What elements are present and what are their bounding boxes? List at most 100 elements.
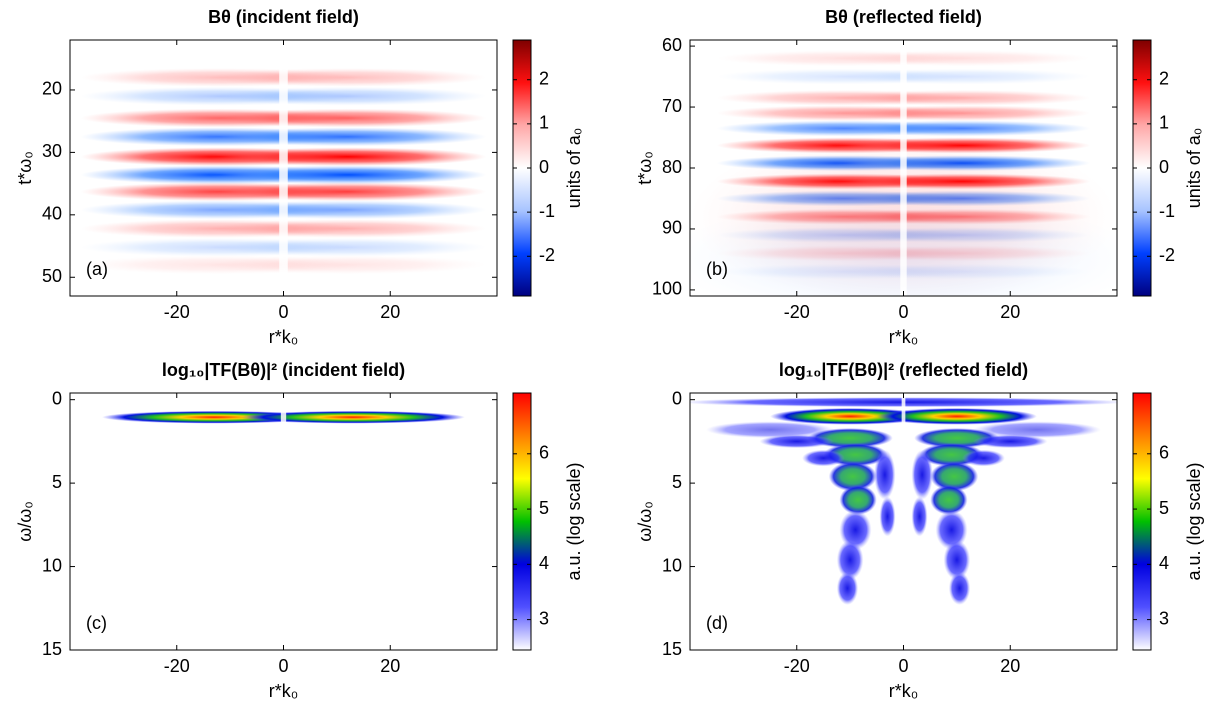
field-pattern xyxy=(874,449,896,500)
y-axis-label: t*ω₀ xyxy=(15,151,35,185)
field-pattern xyxy=(948,571,971,605)
field-pattern xyxy=(802,449,845,467)
colorbar-tick-label: -2 xyxy=(539,245,555,265)
field-pattern xyxy=(876,408,1037,425)
field-pattern xyxy=(834,105,1091,122)
y-tick-label: 40 xyxy=(42,204,62,224)
field-pattern xyxy=(208,165,487,185)
x-tick-label: 0 xyxy=(278,302,288,322)
colorbar-tick-label: 3 xyxy=(539,608,549,628)
field-pattern xyxy=(839,484,877,515)
field-pattern xyxy=(911,496,928,537)
x-tick-label: -20 xyxy=(784,302,810,322)
field-pattern xyxy=(208,68,487,87)
x-axis-label: r*k₀ xyxy=(269,681,298,701)
y-tick-label: 50 xyxy=(42,266,62,286)
panel-label: (a) xyxy=(86,259,108,279)
chart-title: Bθ (reflected field) xyxy=(825,7,982,27)
field-pattern xyxy=(208,108,487,128)
y-tick-label: 15 xyxy=(662,639,682,659)
field-pattern xyxy=(962,449,1005,467)
field-pattern xyxy=(208,200,487,220)
colorbar-tick-label: 2 xyxy=(1159,68,1169,88)
x-axis-label: r*k₀ xyxy=(889,327,918,347)
colorbar-tick-label: 5 xyxy=(1159,498,1169,518)
colorbar-label: a.u. (log scale) xyxy=(564,462,584,580)
colorbar xyxy=(1132,392,1152,651)
colorbar-tick-label: 0 xyxy=(539,157,549,177)
colorbar-tick-label: 6 xyxy=(539,443,549,463)
y-tick-label: 30 xyxy=(42,141,62,161)
field-pattern xyxy=(836,571,859,605)
panel-label: (c) xyxy=(86,613,107,633)
colorbar-tick-label: -2 xyxy=(1159,245,1175,265)
y-tick-label: 5 xyxy=(672,472,682,492)
field-pattern xyxy=(706,421,835,439)
field-pattern xyxy=(759,434,835,449)
field-pattern xyxy=(879,496,896,537)
panel-label: (b) xyxy=(706,259,728,279)
x-tick-label: -20 xyxy=(164,302,190,322)
colorbar-tick-label: 5 xyxy=(539,498,549,518)
field-pattern xyxy=(208,237,487,257)
y-tick-label: 0 xyxy=(52,388,62,408)
x-tick-label: -20 xyxy=(784,656,810,676)
y-tick-label: 20 xyxy=(42,79,62,99)
field-pattern xyxy=(208,86,487,106)
field-pattern xyxy=(208,182,487,202)
field-pattern xyxy=(972,434,1048,449)
x-tick-label: 20 xyxy=(380,656,400,676)
field-pattern xyxy=(208,147,487,167)
field-pattern xyxy=(836,539,864,580)
field-pattern xyxy=(834,89,1091,106)
axis-gap xyxy=(900,40,907,296)
heatmap xyxy=(102,393,465,650)
colorbar-tick-label: 2 xyxy=(539,68,549,88)
x-tick-label: 0 xyxy=(898,302,908,322)
panel-label: (d) xyxy=(706,613,728,633)
x-tick-label: -20 xyxy=(164,656,190,676)
field-pattern xyxy=(834,50,1091,67)
colorbar-label: units of a₀ xyxy=(564,128,584,209)
y-axis-label: ω/ω₀ xyxy=(635,501,655,542)
colorbar-label: units of a₀ xyxy=(1184,128,1204,209)
field-pattern xyxy=(828,461,877,492)
y-tick-label: 100 xyxy=(652,279,682,299)
colorbar-tick-label: 3 xyxy=(1159,608,1169,628)
y-tick-label: 80 xyxy=(662,157,682,177)
chart-title: Bθ (incident field) xyxy=(208,7,359,27)
y-tick-label: 90 xyxy=(662,218,682,238)
colorbar-tick-label: 1 xyxy=(1159,113,1169,133)
y-tick-label: 10 xyxy=(42,555,62,575)
y-tick-label: 0 xyxy=(672,388,682,408)
y-tick-label: 15 xyxy=(42,639,62,659)
y-tick-label: 10 xyxy=(662,555,682,575)
field-pattern xyxy=(935,509,968,550)
colorbar-tick-label: 4 xyxy=(1159,553,1169,573)
colorbar-tick-label: 0 xyxy=(1159,157,1169,177)
x-tick-label: 20 xyxy=(380,302,400,322)
field-pattern xyxy=(930,461,979,492)
heatmap xyxy=(80,40,487,296)
y-tick-label: 70 xyxy=(662,96,682,116)
field-pattern xyxy=(208,255,487,275)
x-tick-label: 0 xyxy=(278,656,288,676)
heatmap xyxy=(690,40,1117,296)
field-pattern xyxy=(930,484,968,515)
colorbar-tick-label: -1 xyxy=(539,201,555,221)
colorbar-tick-label: -1 xyxy=(1159,201,1175,221)
x-tick-label: 20 xyxy=(1000,302,1020,322)
field-pattern xyxy=(208,127,487,147)
colorbar-tick-label: 1 xyxy=(539,113,549,133)
axis-gap xyxy=(901,393,906,650)
colorbar-tick-label: 6 xyxy=(1159,443,1169,463)
field-pattern xyxy=(839,509,872,550)
chart-title: log₁₀|TF(Bθ)|² (reflected field) xyxy=(779,360,1028,380)
y-tick-label: 60 xyxy=(662,35,682,55)
field-pattern xyxy=(943,539,971,580)
axis-gap xyxy=(279,40,288,296)
y-axis-label: t*ω₀ xyxy=(635,151,655,185)
x-axis-label: r*k₀ xyxy=(889,681,918,701)
colorbar-tick-label: 4 xyxy=(539,553,549,573)
